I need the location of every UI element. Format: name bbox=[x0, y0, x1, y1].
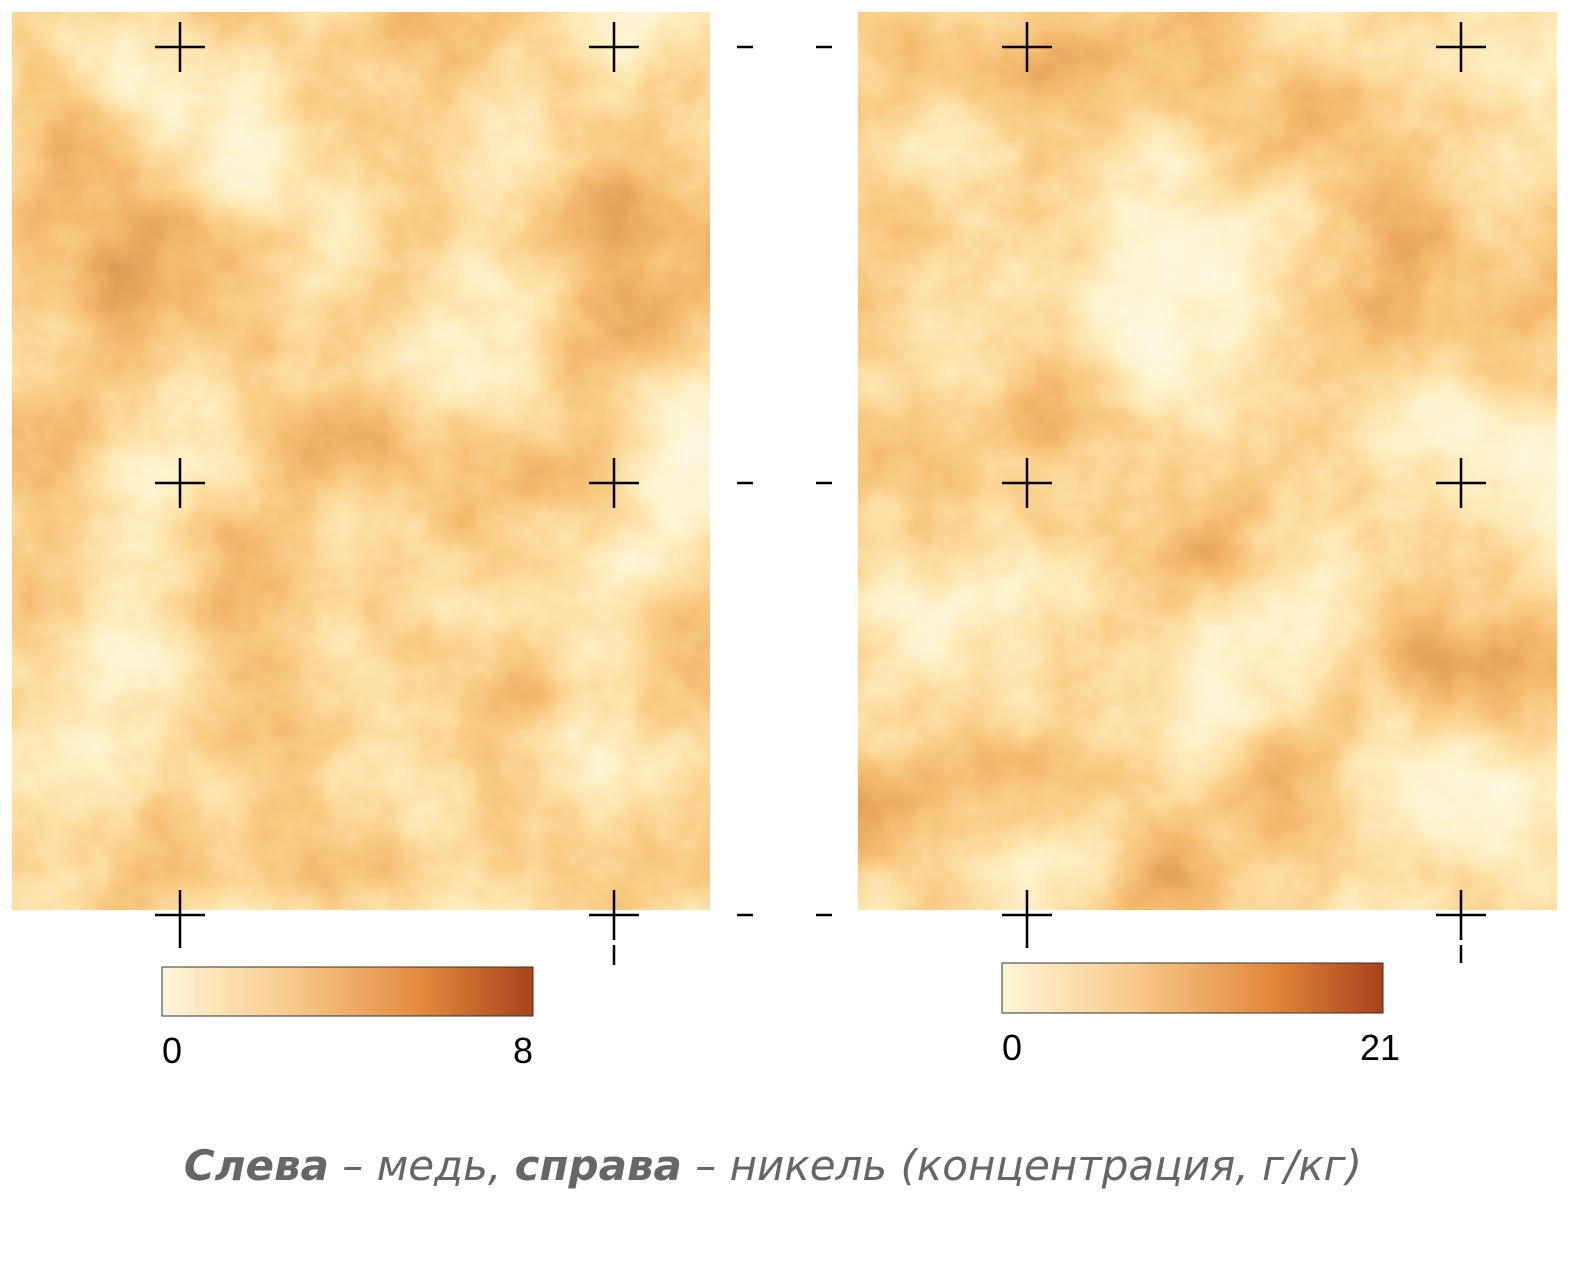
nickel-map bbox=[858, 12, 1557, 910]
grid-crosses bbox=[155, 22, 1486, 965]
colorbar-min: 0 bbox=[1002, 1027, 1022, 1068]
colorbar bbox=[161, 966, 534, 1017]
caption-text: – медь, bbox=[329, 1141, 515, 1190]
caption-bold: Слева bbox=[184, 1141, 329, 1190]
colorbar-min: 0 bbox=[162, 1030, 182, 1071]
caption-bold: справа bbox=[515, 1141, 682, 1190]
caption: Слева – медь, справа – никель (концентра… bbox=[184, 1141, 1362, 1190]
copper-map bbox=[12, 12, 710, 910]
colorbar-max: 8 bbox=[513, 1030, 533, 1071]
caption-text: – никель (концентрация, г/кг) bbox=[682, 1141, 1362, 1190]
colorbar bbox=[1001, 962, 1384, 1014]
colorbar-max: 21 bbox=[1360, 1027, 1400, 1068]
